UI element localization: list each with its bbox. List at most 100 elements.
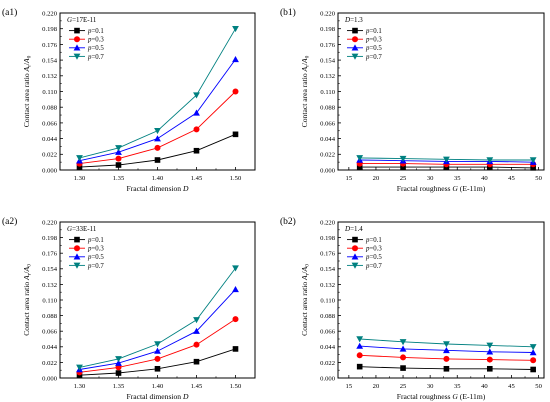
data-point [530, 366, 536, 373]
data-point [443, 365, 450, 372]
data-point [154, 365, 161, 372]
panel-label: (b1) [280, 7, 296, 18]
legend-marker [74, 236, 80, 243]
y-tick-label: 0.044 [320, 136, 336, 143]
legend-marker [351, 44, 359, 51]
legend-marker [352, 236, 358, 243]
x-tick-label: 15 [346, 175, 353, 182]
data-point [115, 359, 122, 366]
x-tick-label: 1.35 [113, 175, 125, 182]
x-tick-label: 15 [346, 383, 353, 390]
data-point [115, 155, 122, 162]
data-point [154, 341, 161, 348]
chart-panel-b2: 0.000 0.022 0.044 0.066 0.088 0.110 0.132 0.154… [280, 216, 545, 401]
y-tick-label: 0.044 [42, 136, 58, 143]
x-axis-title: Fractal roughness G (E-11m) [397, 184, 486, 193]
y-axis-title: Contact area ratio Ar/A0 [300, 55, 311, 127]
data-point [356, 363, 363, 370]
legend-label: p=0.7 [87, 54, 104, 61]
data-point [232, 55, 239, 63]
data-point [232, 285, 239, 293]
data-point [356, 352, 363, 359]
data-point [232, 346, 239, 352]
data-point [529, 349, 537, 356]
y-tick-label: 0.088 [42, 313, 58, 320]
chart-panel-a1: 0.000 0.022 0.044 0.066 0.088 0.110 0.132 0.154… [2, 7, 256, 193]
y-tick-label: 0.132 [320, 282, 335, 289]
legend-label: p=0.1 [365, 237, 382, 244]
data-point [400, 365, 406, 371]
data-point [154, 355, 161, 362]
y-tick-label: 0.066 [320, 120, 336, 127]
data-point [530, 357, 537, 364]
data-point [530, 165, 536, 171]
x-tick-label: 1.45 [191, 383, 203, 390]
annotation: D=1.4 [344, 225, 363, 233]
legend-label: p=0.7 [365, 54, 382, 61]
legend-marker [352, 245, 358, 252]
legend-marker [74, 245, 80, 252]
y-tick-label: 0.198 [42, 235, 58, 242]
x-tick-label: 45 [508, 383, 515, 390]
data-point [399, 339, 407, 346]
y-tick-label: 0.198 [320, 26, 336, 33]
data-point [356, 336, 364, 343]
data-point [486, 365, 493, 372]
legend-label: p=0.1 [87, 28, 104, 35]
y-tick-label: 0.154 [42, 266, 58, 273]
y-axis-title: Contact area ratio Ar/A0 [22, 55, 33, 127]
y-tick-label: 0.154 [320, 58, 336, 65]
y-tick-label: 0.000 [320, 167, 336, 174]
data-point [193, 109, 200, 116]
x-tick-label: 35 [454, 175, 461, 182]
y-tick-label: 0.176 [42, 42, 58, 49]
y-tick-label: 0.022 [320, 152, 335, 159]
y-tick-label: 0.132 [42, 282, 57, 289]
annotation: G=33E-11 [67, 225, 97, 233]
chart-panel-a2: 0.000 0.022 0.044 0.066 0.088 0.110 0.132 0.154… [2, 216, 256, 401]
data-point [193, 92, 200, 99]
data-point [443, 156, 450, 163]
data-point [399, 345, 407, 352]
panel-label: (a2) [2, 216, 17, 227]
y-tick-label: 0.220 [42, 10, 58, 17]
data-point [154, 144, 161, 151]
data-point [232, 88, 239, 95]
y-tick-label: 0.132 [42, 73, 57, 80]
chart-panel-b1: 0.000 0.022 0.044 0.066 0.088 0.110 0.132 0.154… [280, 7, 545, 193]
data-point [232, 131, 239, 138]
data-point [76, 164, 83, 170]
x-tick-label: 1.50 [230, 383, 242, 390]
y-tick-label: 0.066 [42, 120, 58, 127]
data-point [486, 157, 494, 164]
data-point [115, 356, 122, 363]
y-tick-label: 0.110 [320, 297, 335, 304]
x-tick-label: 1.40 [152, 175, 164, 182]
data-point [400, 164, 406, 170]
x-tick-label: 25 [400, 175, 407, 182]
x-axis-title: Fractal dimension D [126, 392, 189, 401]
data-point [529, 344, 537, 351]
x-tick-label: 30 [427, 383, 434, 390]
x-tick-label: 45 [508, 175, 515, 182]
legend-marker [351, 262, 359, 269]
y-tick-label: 0.088 [42, 105, 58, 112]
y-tick-label: 0.110 [320, 89, 335, 96]
data-point [356, 164, 363, 170]
x-axis-title: Fractal roughness G (E-11m) [397, 392, 486, 401]
data-point [193, 317, 200, 324]
y-tick-label: 0.088 [320, 105, 336, 112]
data-point [154, 157, 161, 163]
legend-label: p=0.7 [365, 263, 382, 270]
data-point [193, 327, 200, 334]
data-point [193, 341, 200, 348]
y-tick-label: 0.022 [42, 360, 57, 367]
data-point [76, 155, 83, 162]
y-tick-label: 0.022 [320, 360, 335, 367]
y-tick-label: 0.198 [42, 26, 58, 33]
legend-marker [351, 253, 359, 260]
y-tick-label: 0.176 [320, 251, 336, 258]
data-point [232, 265, 239, 272]
legend-label: p=0.3 [87, 246, 104, 253]
